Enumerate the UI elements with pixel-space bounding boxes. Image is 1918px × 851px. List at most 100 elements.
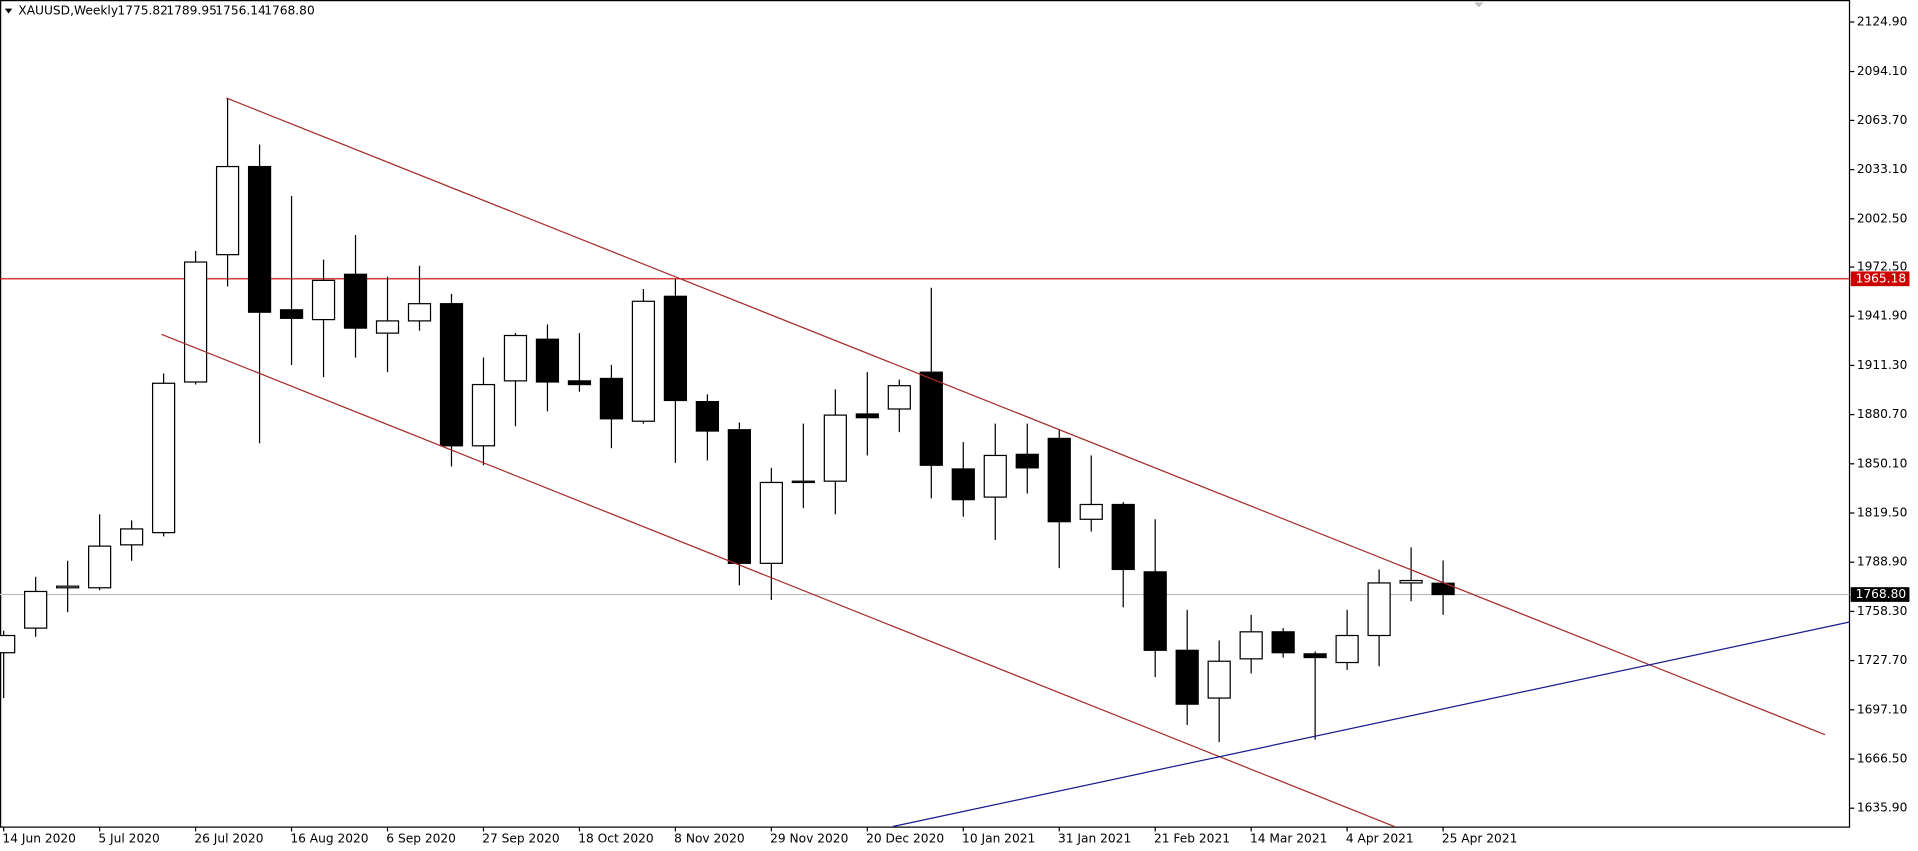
candle-body bbox=[343, 273, 368, 329]
candle-body bbox=[631, 300, 656, 422]
x-tick-label: 14 Mar 2021 bbox=[1250, 831, 1327, 845]
y-tick-label: 1727.70 bbox=[1857, 653, 1908, 667]
shift-marker bbox=[1473, 2, 1484, 8]
candle-body bbox=[1047, 437, 1071, 523]
candle-body bbox=[1367, 582, 1391, 637]
candle-body bbox=[247, 165, 272, 313]
y-tick-label: 1819.50 bbox=[1857, 506, 1908, 520]
y-tick-label: 2002.50 bbox=[1857, 211, 1908, 225]
candle-body bbox=[951, 468, 975, 501]
candle-body bbox=[119, 528, 144, 546]
candle-body bbox=[1399, 579, 1423, 584]
menu-triangle bbox=[4, 8, 13, 14]
lower-trendline bbox=[161, 333, 1395, 828]
plot-frame bbox=[0, 0, 1851, 828]
candle-body bbox=[1175, 649, 1199, 705]
x-tick-label: 4 Apr 2021 bbox=[1346, 831, 1414, 845]
candle-body bbox=[983, 454, 1007, 498]
candle-body bbox=[1335, 634, 1359, 664]
candle-body bbox=[1271, 631, 1295, 654]
candle-body bbox=[1111, 503, 1135, 571]
level-label-box bbox=[1850, 271, 1910, 287]
candle-body bbox=[535, 338, 560, 383]
x-tick-label: 5 Jul 2020 bbox=[98, 831, 159, 845]
x-tick-label: 8 Nov 2020 bbox=[674, 831, 744, 845]
x-tick-label: 20 Dec 2020 bbox=[866, 831, 944, 845]
x-tick-label: 21 Feb 2021 bbox=[1154, 831, 1230, 845]
candle-body bbox=[823, 414, 847, 482]
candle-body bbox=[791, 480, 815, 484]
candle-body bbox=[1207, 660, 1231, 699]
y-tick-label: 2094.10 bbox=[1857, 64, 1908, 78]
candle-body bbox=[759, 481, 783, 564]
upper-trendline bbox=[226, 97, 1826, 736]
candle-body bbox=[439, 303, 464, 447]
candle-body bbox=[375, 320, 400, 334]
y-tick-label: 1911.30 bbox=[1857, 358, 1908, 372]
candle-body bbox=[24, 590, 48, 629]
candle-body bbox=[215, 165, 240, 256]
header-value: 1756.14 bbox=[215, 4, 266, 18]
candle-body bbox=[1143, 571, 1167, 651]
chart-title: XAUUSD,Weekly bbox=[18, 4, 118, 18]
candle-body bbox=[1431, 582, 1455, 596]
candle-body bbox=[695, 400, 720, 432]
header-value: 1789.95 bbox=[166, 4, 217, 18]
candle-body bbox=[1015, 453, 1039, 469]
x-tick-label: 29 Nov 2020 bbox=[770, 831, 848, 845]
x-tick-label: 10 Jan 2021 bbox=[962, 831, 1035, 845]
candle-body bbox=[727, 429, 751, 564]
candle-body bbox=[279, 309, 304, 319]
candle-body bbox=[1079, 503, 1103, 520]
candle-body bbox=[56, 585, 80, 589]
y-tick-label: 2124.90 bbox=[1857, 15, 1908, 29]
x-tick-label: 25 Apr 2021 bbox=[1442, 831, 1518, 845]
x-tick-label: 14 Jun 2020 bbox=[2, 831, 75, 845]
candle-body bbox=[1239, 631, 1263, 660]
level-label: 1965.18 bbox=[1856, 271, 1907, 285]
y-tick-label: 1697.10 bbox=[1857, 702, 1908, 716]
plot-layer bbox=[0, 97, 1850, 743]
candle-body bbox=[919, 371, 943, 466]
y-tick-label: 1850.10 bbox=[1857, 456, 1908, 470]
y-tick-label: 1941.90 bbox=[1857, 309, 1908, 323]
candle-body bbox=[855, 413, 879, 419]
candle-body bbox=[599, 377, 624, 420]
candle-body bbox=[887, 385, 911, 410]
candle-body bbox=[88, 545, 112, 589]
y-tick-label: 1758.30 bbox=[1857, 604, 1908, 618]
candle-body bbox=[1303, 653, 1327, 659]
current-price-label: 1768.80 bbox=[1856, 587, 1907, 601]
axis-layer: 2124.90 2094.10 2063.70 2033.10 2002.50 1972.… bbox=[2, 15, 1910, 845]
y-tick-label: 1972.50 bbox=[1857, 260, 1908, 274]
x-tick-label: 6 Sep 2020 bbox=[386, 831, 456, 845]
y-tick-label: 2033.10 bbox=[1857, 162, 1908, 176]
header-value: 1768.80 bbox=[264, 4, 315, 18]
candle-body bbox=[0, 634, 16, 654]
x-tick-label: 16 Aug 2020 bbox=[290, 831, 368, 845]
header-value: 1775.82 bbox=[117, 4, 168, 18]
y-tick-label: 1666.50 bbox=[1857, 751, 1908, 765]
x-tick-label: 27 Sep 2020 bbox=[482, 831, 559, 845]
y-tick-label: 1635.90 bbox=[1857, 801, 1908, 815]
candle-body bbox=[663, 295, 688, 402]
current-price-box bbox=[1850, 587, 1910, 602]
candle-body bbox=[407, 303, 432, 322]
candle-body bbox=[311, 279, 336, 321]
candle-body bbox=[151, 382, 176, 534]
candle-body bbox=[503, 334, 528, 382]
x-tick-label: 31 Jan 2021 bbox=[1058, 831, 1131, 845]
x-tick-label: 26 Jul 2020 bbox=[194, 831, 263, 845]
y-tick-label: 1788.90 bbox=[1857, 555, 1908, 569]
y-tick-label: 1880.70 bbox=[1857, 407, 1908, 421]
support-trendline bbox=[892, 621, 1850, 828]
candle-body bbox=[471, 383, 496, 447]
x-tick-label: 18 Oct 2020 bbox=[578, 831, 654, 845]
y-tick-label: 2063.70 bbox=[1857, 113, 1908, 127]
candle-body bbox=[183, 261, 208, 383]
candle-body bbox=[567, 380, 592, 386]
